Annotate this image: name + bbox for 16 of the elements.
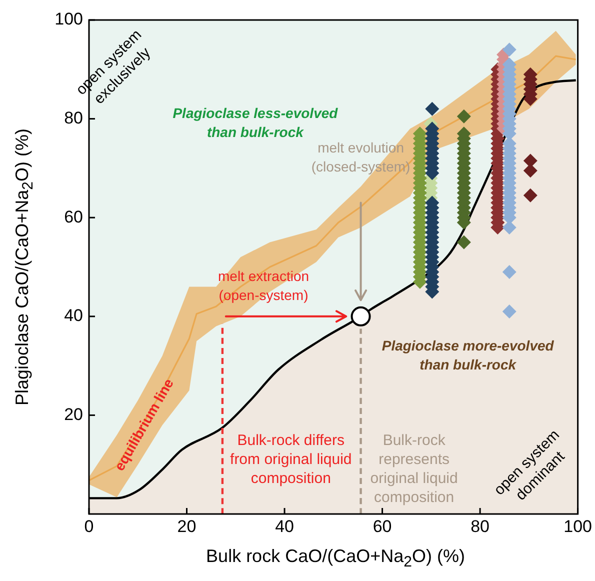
y-tick-label: 20	[64, 404, 83, 424]
annotation: Plagioclase less-evolved than bulk-rock	[172, 105, 338, 140]
annotation: Bulk-rock represents original liquid composition	[370, 432, 458, 506]
x-axis-title: Bulk rock CaO/(CaO+Na$_{2}$O) (%)	[205, 546, 466, 571]
annotation: Plagioclase more-evolved than bulk-rock	[382, 337, 554, 372]
y-tick-label: 100	[54, 10, 83, 29]
x-tick-label: 60	[372, 516, 392, 536]
x-tick-label: 80	[470, 516, 490, 536]
y-tick-label: 80	[64, 108, 83, 128]
y-tick-label: 40	[64, 306, 83, 326]
y-tick-label: 60	[64, 207, 83, 226]
x-tick-label: 0	[84, 516, 94, 536]
x-tick-label: 100	[564, 516, 592, 536]
x-tick-label: 20	[177, 516, 196, 536]
annotation: Bulk-rock differs from original liquid composition	[230, 432, 352, 487]
x-tick-label: 40	[275, 516, 294, 536]
